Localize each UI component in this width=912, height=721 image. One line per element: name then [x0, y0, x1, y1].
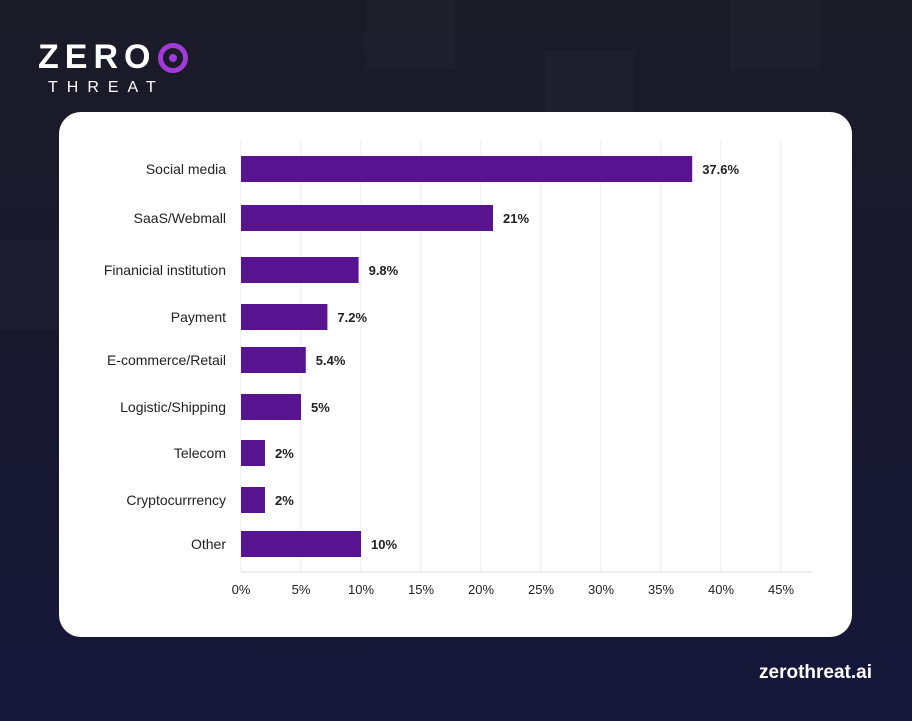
category-label: E-commerce/Retail: [107, 352, 226, 368]
data-label: 5%: [311, 400, 330, 415]
category-label: Finanicial institution: [104, 262, 226, 278]
data-label: 37.6%: [702, 162, 739, 177]
x-tick-label: 45%: [768, 582, 794, 597]
bar-telecom: [241, 440, 265, 466]
data-label: 7.2%: [337, 310, 367, 325]
x-tick-label: 40%: [708, 582, 734, 597]
x-tick-label: 10%: [348, 582, 374, 597]
category-label: Cryptocurrrency: [126, 492, 226, 508]
category-label: SaaS/Webmall: [134, 210, 226, 226]
category-label: Telecom: [174, 445, 226, 461]
x-tick-label: 30%: [588, 582, 614, 597]
data-label: 2%: [275, 446, 294, 461]
bar-other: [241, 531, 361, 557]
data-label: 10%: [371, 537, 397, 552]
chart-card: 0% 5% 10% 15% 20% 25% 30% 35% 40% 45% Social media…: [59, 112, 852, 637]
bar-payment: [241, 304, 328, 330]
category-label: Other: [191, 536, 226, 552]
bar-saas-webmall: [241, 205, 493, 231]
x-tick-label: 35%: [648, 582, 674, 597]
bar-chart: 0% 5% 10% 15% 20% 25% 30% 35% 40% 45% Social media…: [104, 140, 813, 597]
website-label: zerothreat.ai: [759, 662, 872, 683]
bar-finanicial-institution: [241, 257, 359, 283]
logo-ring-icon: [158, 42, 189, 73]
zerothreat-logo: ZERO THREAT: [38, 38, 189, 97]
bar-e-commerce-retail: [241, 347, 306, 373]
x-tick-label: 5%: [292, 582, 311, 597]
logo-word: ZERO: [38, 38, 157, 76]
category-label: Payment: [171, 309, 226, 325]
category-label: Social media: [146, 161, 226, 177]
data-label: 5.4%: [316, 353, 346, 368]
logo-subtitle: THREAT: [48, 79, 165, 96]
bar-logistic-shipping: [241, 394, 301, 420]
data-label: 9.8%: [369, 263, 399, 278]
data-label: 21%: [503, 211, 529, 226]
x-tick-label: 0%: [232, 582, 251, 597]
x-tick-label: 20%: [468, 582, 494, 597]
x-tick-label: 25%: [528, 582, 554, 597]
data-label: 2%: [275, 493, 294, 508]
category-label: Logistic/Shipping: [120, 399, 226, 415]
bar-social-media: [241, 156, 693, 182]
bar-cryptocurrrency: [241, 487, 265, 513]
x-tick-label: 15%: [408, 582, 434, 597]
